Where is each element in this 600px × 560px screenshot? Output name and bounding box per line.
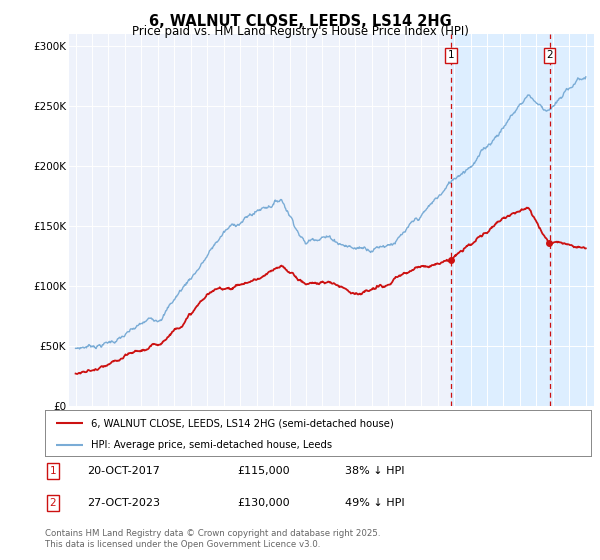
Text: 2: 2 <box>49 498 56 508</box>
Text: £130,000: £130,000 <box>237 498 290 508</box>
Bar <box>451 34 594 406</box>
Text: 6, WALNUT CLOSE, LEEDS, LS14 2HG (semi-detached house): 6, WALNUT CLOSE, LEEDS, LS14 2HG (semi-d… <box>91 418 394 428</box>
Text: 20-OCT-2017: 20-OCT-2017 <box>87 466 160 476</box>
Text: 2: 2 <box>546 50 553 60</box>
Text: 1: 1 <box>49 466 56 476</box>
Text: 38% ↓ HPI: 38% ↓ HPI <box>345 466 404 476</box>
Text: Price paid vs. HM Land Registry's House Price Index (HPI): Price paid vs. HM Land Registry's House … <box>131 25 469 38</box>
Text: 49% ↓ HPI: 49% ↓ HPI <box>345 498 404 508</box>
Text: Contains HM Land Registry data © Crown copyright and database right 2025.
This d: Contains HM Land Registry data © Crown c… <box>45 529 380 549</box>
Text: HPI: Average price, semi-detached house, Leeds: HPI: Average price, semi-detached house,… <box>91 440 332 450</box>
Text: £115,000: £115,000 <box>237 466 290 476</box>
Text: 27-OCT-2023: 27-OCT-2023 <box>87 498 160 508</box>
Text: 6, WALNUT CLOSE, LEEDS, LS14 2HG: 6, WALNUT CLOSE, LEEDS, LS14 2HG <box>149 14 451 29</box>
Text: 1: 1 <box>448 50 454 60</box>
